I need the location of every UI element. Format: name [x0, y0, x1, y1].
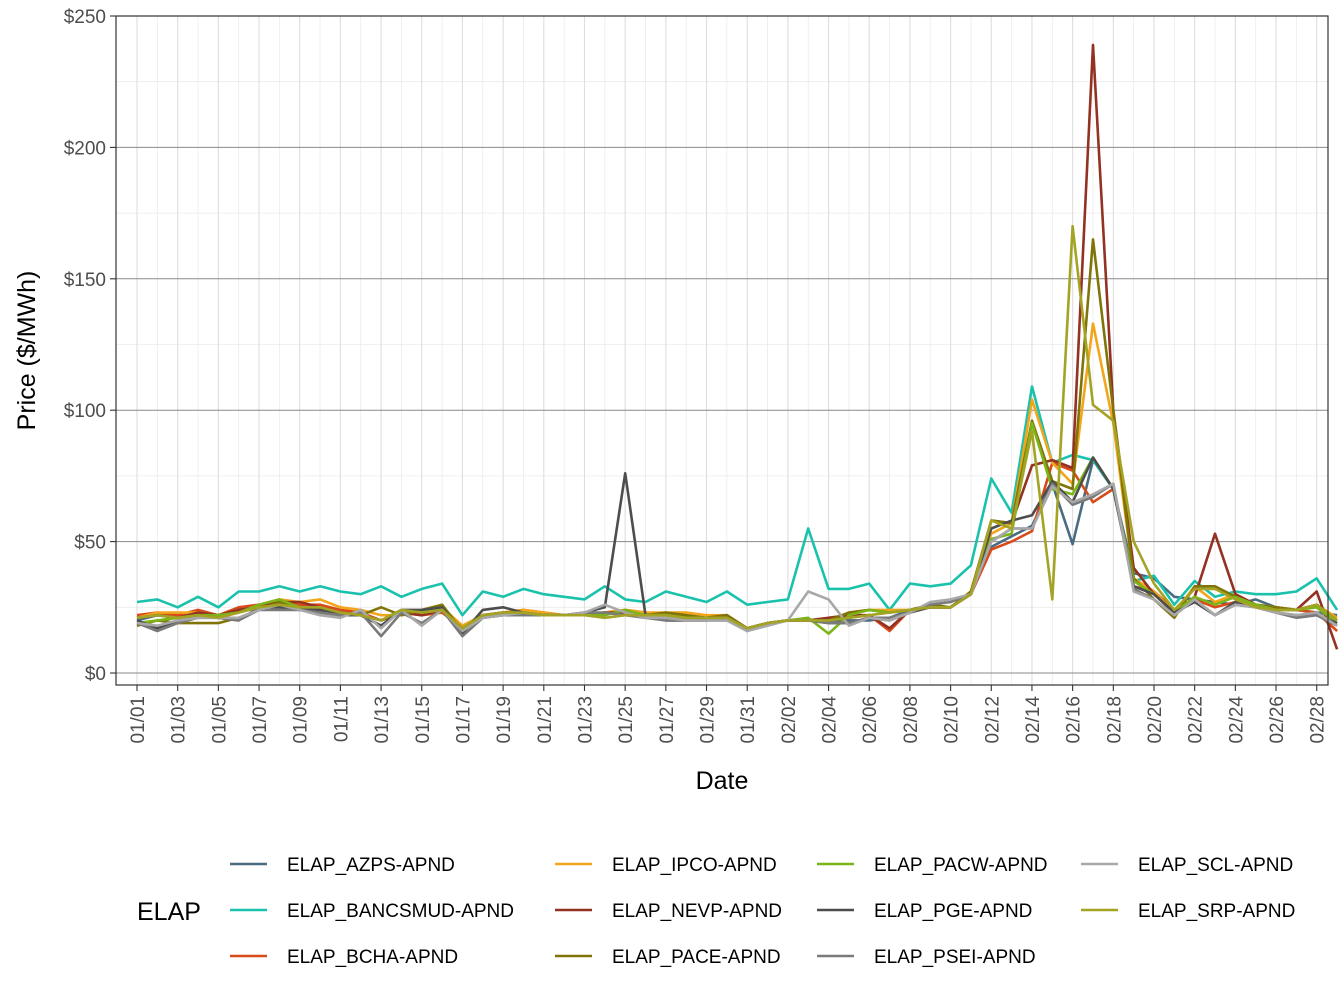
series-line-elap-pace-apnd [136, 238, 1338, 633]
series-line-elap-bancsmud-apnd [136, 385, 1339, 617]
x-tick-label: 01/09 [291, 696, 312, 744]
legend: ELAP ELAP_AZPS-APND ELAP_BANCSMUD-APND ELA… [137, 855, 1295, 968]
x-tick-label: 02/20 [1145, 696, 1166, 744]
x-tick-label: 01/07 [250, 696, 271, 744]
legend-label: ELAP_PSEI-APND [874, 947, 1036, 968]
x-tick-label: 02/14 [1023, 696, 1044, 744]
legend-label: ELAP_AZPS-APND [287, 855, 455, 876]
x-tick-label: 01/17 [453, 696, 474, 744]
y-tick-label: $0 [85, 664, 106, 685]
x-tick-label: 01/05 [209, 696, 230, 744]
legend-label: ELAP_PACW-APND [874, 855, 1048, 876]
y-tick-label: $250 [64, 7, 106, 28]
y-tick-label: $50 [74, 533, 106, 554]
series-line-elap-scl-apnd [136, 482, 1338, 633]
series-lines [136, 43, 1339, 650]
x-tick-label: 01/27 [657, 696, 678, 744]
legend-label: ELAP_SRP-APND [1138, 901, 1295, 922]
minor-grid [116, 16, 1328, 685]
series-line-elap-nevp-apnd [136, 43, 1339, 650]
legend-label: ELAP_PGE-APND [874, 901, 1032, 922]
x-tick-label: 01/31 [738, 696, 759, 744]
legend-label: ELAP_NEVP-APND [612, 901, 782, 922]
series-line-elap-srp-apnd [136, 224, 1338, 630]
x-tick-label: 01/11 [331, 696, 352, 742]
x-tick-label: 01/03 [169, 696, 190, 744]
x-tick-label: 02/18 [1104, 696, 1125, 744]
legend-label: ELAP_IPCO-APND [612, 855, 777, 876]
x-tick-label: 02/28 [1308, 696, 1329, 744]
y-tick-label: $150 [64, 270, 106, 291]
x-tick-label: 02/12 [982, 696, 1003, 744]
x-tick-label: 02/02 [779, 696, 800, 744]
x-tick-label: 01/01 [128, 696, 149, 744]
x-axis: 01/01 01/03 01/05 01/07 01/09 01/11 01/13 01/15… [128, 685, 1329, 744]
x-tick-label: 01/25 [616, 696, 637, 744]
x-tick-label: 02/24 [1226, 696, 1247, 744]
legend-label: ELAP_BANCSMUD-APND [287, 901, 514, 922]
x-tick-label: 02/22 [1186, 696, 1207, 744]
legend-title: ELAP [137, 898, 201, 926]
x-tick-label: 02/16 [1064, 696, 1085, 744]
major-grid [116, 15, 1328, 685]
x-tick-label: 01/29 [698, 696, 719, 744]
x-tick-label: 01/19 [494, 696, 515, 744]
x-tick-label: 01/21 [535, 696, 556, 744]
y-tick-label: $100 [64, 401, 106, 422]
x-tick-label: 02/06 [860, 696, 881, 744]
y-tick-label: $200 [64, 138, 106, 159]
x-tick-label: 01/15 [413, 696, 434, 744]
panel-border [115, 15, 1329, 686]
x-tick-label: 01/13 [372, 696, 393, 744]
x-tick-label: 02/26 [1267, 696, 1288, 744]
x-tick-label: 02/10 [942, 696, 963, 744]
x-tick-label: 02/08 [901, 696, 922, 744]
legend-label: ELAP_PACE-APND [612, 947, 781, 968]
legend-label: ELAP_SCL-APND [1138, 855, 1293, 876]
x-tick-label: 02/04 [820, 696, 841, 744]
y-axis-title: Price ($/MWh) [13, 271, 41, 431]
x-axis-title: Date [696, 767, 749, 795]
legend-label: ELAP_BCHA-APND [287, 947, 458, 968]
y-axis: $0 $50 $100 $150 $200 $250 [64, 7, 116, 685]
x-tick-label: 01/23 [575, 696, 596, 744]
